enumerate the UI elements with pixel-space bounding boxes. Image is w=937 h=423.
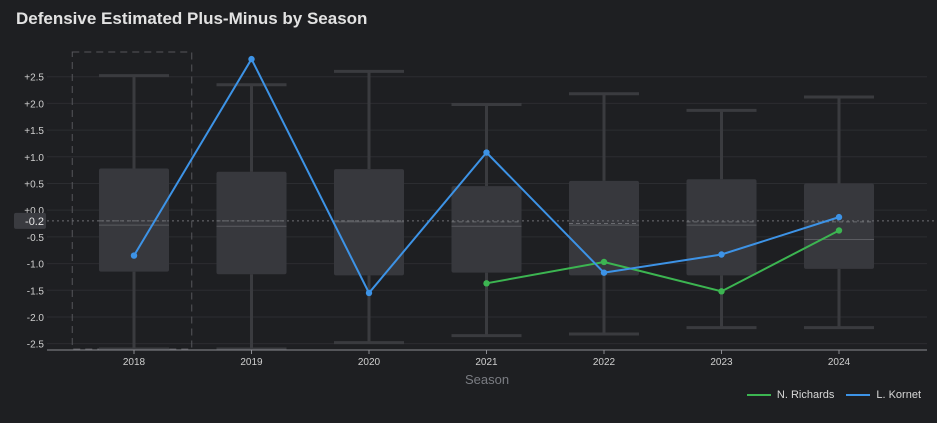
y-tick-label: +0.0: [24, 206, 44, 217]
data-point-l-kornet-2024[interactable]: [835, 213, 843, 221]
legend: N. Richards L. Kornet: [746, 389, 921, 401]
x-axis-title: Season: [465, 372, 509, 387]
data-point-l-kornet-2018[interactable]: [130, 252, 138, 259]
reference-label: -0.2: [25, 216, 44, 228]
data-point-n-richards-2022[interactable]: [600, 258, 608, 266]
data-point-n-richards-2021[interactable]: [483, 280, 490, 287]
legend-item-l-kornet[interactable]: L. Kornet: [846, 389, 921, 401]
reference-label-bg: [14, 212, 46, 229]
box-2023[interactable]: [686, 179, 757, 276]
y-tick-label: -1.0: [27, 260, 45, 271]
data-point-l-kornet-2019[interactable]: [248, 55, 255, 63]
data-point-l-kornet-2021[interactable]: [483, 149, 490, 156]
box-2018[interactable]: [99, 168, 169, 272]
x-tick-label: 2021: [475, 357, 498, 368]
data-point-l-kornet-2020[interactable]: [365, 289, 373, 297]
y-tick-label: -1.5: [27, 286, 45, 297]
box-2024[interactable]: [804, 183, 874, 269]
y-tick-label: +2.0: [24, 99, 44, 110]
y-tick-label: -0.5: [27, 233, 45, 244]
legend-swatch-l-kornet: [846, 394, 871, 396]
x-tick-label: 2023: [710, 357, 733, 368]
y-tick-label: -2.5: [27, 340, 45, 351]
x-tick-label: 2020: [358, 357, 381, 368]
highlight-frame: [71, 51, 193, 350]
y-tick-label: +0.5: [24, 179, 44, 190]
y-tick-label: -2.0: [27, 313, 45, 324]
x-tick-label: 2019: [240, 357, 263, 368]
data-point-n-richards-2024[interactable]: [835, 227, 843, 234]
data-point-l-kornet-2023[interactable]: [718, 251, 725, 258]
y-tick-label: +1.5: [24, 126, 44, 137]
x-tick-label: 2018: [123, 357, 146, 368]
data-point-l-kornet-2022[interactable]: [600, 269, 608, 276]
legend-label-n-richards: N. Richards: [776, 389, 835, 401]
data-point-n-richards-2023[interactable]: [718, 288, 725, 295]
x-tick-label: 2022: [593, 357, 616, 368]
series-line-n-richards: [486, 229, 840, 293]
box-2022[interactable]: [569, 180, 639, 276]
legend-swatch-n-richards: [746, 394, 771, 396]
box-2019[interactable]: [216, 171, 287, 275]
y-tick-label: +1.0: [24, 153, 44, 164]
y-tick-label: +2.5: [24, 73, 44, 84]
chart-title: Defensive Estimated Plus-Minus by Season: [16, 9, 368, 28]
box-2021[interactable]: [451, 186, 522, 273]
x-tick-label: 2024: [828, 357, 851, 368]
legend-item-n-richards[interactable]: N. Richards: [746, 389, 835, 401]
legend-label-l-kornet: L. Kornet: [876, 389, 921, 401]
